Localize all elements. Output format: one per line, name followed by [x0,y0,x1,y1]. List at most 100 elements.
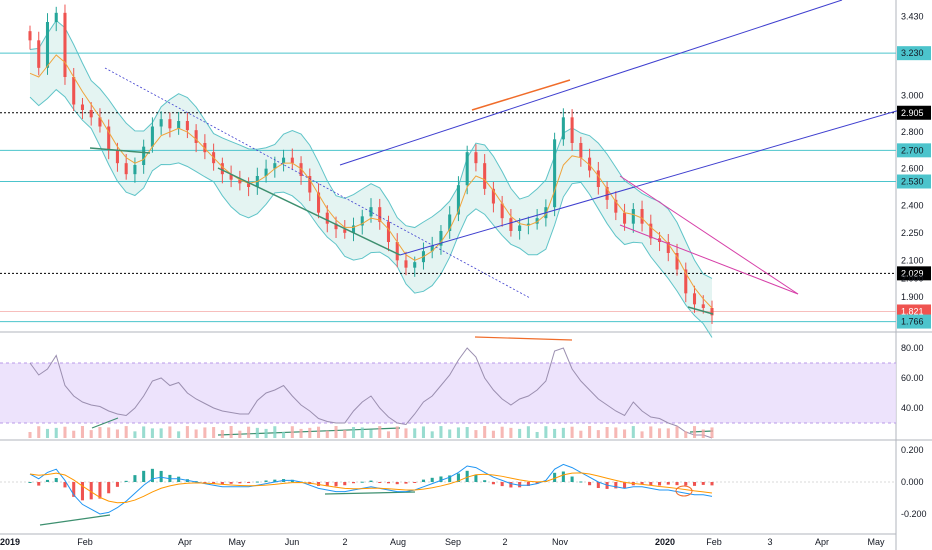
candle-body[interactable] [500,203,504,219]
candle-body[interactable] [596,170,600,188]
candle-body[interactable] [159,119,163,127]
candle-body[interactable] [360,216,364,226]
candle-body[interactable] [395,242,399,261]
candle-body[interactable] [640,209,644,224]
candle-body[interactable] [369,207,373,217]
candle-body[interactable] [491,188,495,204]
support-trend-line[interactable] [89,147,151,154]
candle-body[interactable] [133,165,137,175]
highlight-ellipse[interactable] [675,485,693,497]
candle-body[interactable] [561,117,565,140]
candle-body[interactable] [605,187,609,200]
candle-body[interactable] [343,229,347,233]
candle-body[interactable] [203,143,207,153]
candle-body[interactable] [413,262,417,268]
candle-body[interactable] [177,121,181,129]
candle-body[interactable] [649,223,653,239]
candle-body[interactable] [317,192,321,213]
candle-body[interactable] [588,157,592,171]
candle-body[interactable] [238,179,242,184]
candle-body[interactable] [185,121,189,131]
time-axis[interactable]: 2019 Feb Apr May Jun 2 Aug Sep 2 Nov 2020 Feb 3 Apr Ma… [0,537,885,547]
candle-body[interactable] [72,77,76,105]
candle-body[interactable] [430,245,434,252]
candle-body[interactable] [701,304,705,308]
candle-body[interactable] [220,163,224,175]
candle-body[interactable] [290,157,294,164]
channel-lower-line[interactable] [399,109,901,256]
candle-body[interactable] [465,152,469,186]
volume-bar [220,430,224,438]
candle-body[interactable] [439,231,443,246]
candle-body[interactable] [666,242,670,253]
price-tick-label: 2.029 [901,268,924,278]
candle-body[interactable] [404,260,408,268]
support-trend-line[interactable] [687,306,714,315]
candle-body[interactable] [80,104,84,111]
candle-body[interactable] [518,225,522,232]
candle-body[interactable] [229,174,233,180]
candle-body[interactable] [28,31,32,41]
macd-divergence-line[interactable] [39,514,111,526]
candle-body[interactable] [273,163,277,169]
candle-body[interactable] [535,218,539,224]
candle-body[interactable] [45,22,50,68]
candle-body[interactable] [264,168,268,176]
candle-body[interactable] [150,126,154,147]
macd-tick-label: 0.000 [901,477,924,487]
support-trend-line[interactable] [217,167,401,256]
candle-body[interactable] [448,214,452,232]
price-axis[interactable]: 3.430 3.230 3.000 2.905 2.800 2.700 2.600 2.530… [897,12,931,520]
candle-body[interactable] [623,212,627,224]
candle-body[interactable] [378,207,382,222]
candle-body[interactable] [526,223,530,226]
candle-body[interactable] [308,176,312,193]
candle-body[interactable] [334,223,338,230]
trend-drawings[interactable] [39,0,901,526]
candle-body[interactable] [282,157,286,164]
rsi-divergence-line[interactable] [474,336,573,341]
candle-body[interactable] [614,199,618,213]
volume-bar [378,426,382,438]
candle-body[interactable] [579,143,583,158]
price-tick-label: 2.700 [901,145,924,155]
candle-body[interactable] [124,163,128,175]
macd-divergence-line[interactable] [324,491,416,495]
volume-bar [623,429,627,438]
candle-body[interactable] [631,209,635,224]
wedge-upper-line[interactable] [619,175,799,295]
rsi-divergence-line[interactable] [91,417,119,429]
rsi-overbought-band [0,363,896,423]
candle-body[interactable] [54,12,58,22]
candle-body[interactable] [299,163,303,176]
channel-upper-line[interactable] [339,0,843,166]
candle-body[interactable] [351,225,356,233]
candle-body[interactable] [98,117,102,127]
wedge-lower-line[interactable] [619,224,799,295]
candle-body[interactable] [553,139,557,208]
candle-body[interactable] [194,130,198,143]
candle-body[interactable] [456,185,460,215]
resistance-trend-line[interactable] [471,79,571,111]
candle-body[interactable] [386,221,391,242]
candle-body[interactable] [684,269,688,294]
candle-body[interactable] [63,12,67,77]
candle-body[interactable] [325,212,329,224]
candle-body[interactable] [692,293,697,305]
candle-body[interactable] [168,119,172,129]
candle-body[interactable] [107,126,111,151]
candle-body[interactable] [570,117,574,143]
candle-body[interactable] [675,253,679,270]
candle-body[interactable] [89,110,93,118]
price-tick-label: 2.250 [901,228,924,238]
candle-body[interactable] [247,183,251,187]
descending-channel-line[interactable] [104,67,531,299]
candle-body[interactable] [710,308,714,316]
candle-body[interactable] [37,40,41,68]
candle-body[interactable] [509,218,513,231]
candle-body[interactable] [142,146,146,165]
candle-body[interactable] [115,150,119,164]
candle-body[interactable] [474,152,478,164]
candle-body[interactable] [483,163,487,189]
